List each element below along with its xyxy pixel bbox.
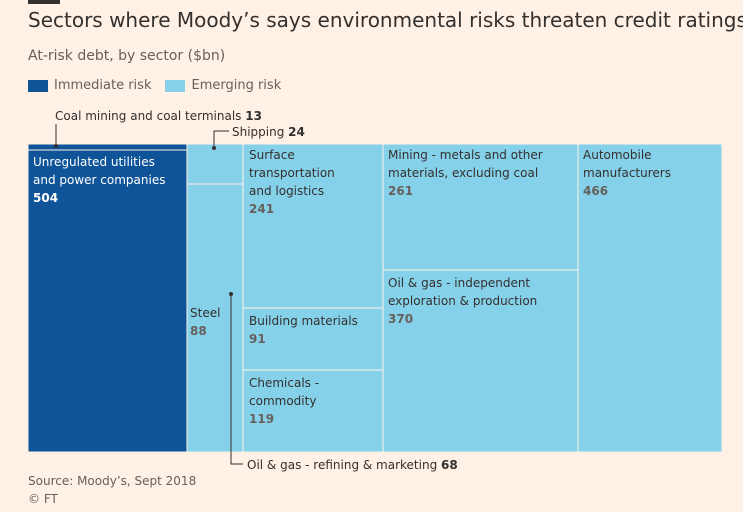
tile-label-mining: Mining - metals and other [388,148,543,162]
tile-value-mining: 261 [388,184,413,198]
tile-label-auto: Automobile [583,148,652,162]
legend: Immediate risk Emerging risk [28,78,295,93]
tile-label-chemicals: commodity [249,394,316,408]
annotation-shipping: Shipping 24 [232,125,305,139]
copyright-text: © FT [28,492,58,506]
tile-label-auto: manufacturers [583,166,671,180]
source-text: Source: Moody’s, Sept 2018 [28,474,197,488]
tile-utilities [27,149,188,453]
chart-title: Sectors where Moody’s says environmental… [28,8,743,32]
tile-label-chemicals: Chemicals - [249,376,319,390]
tile-label-surface: Surface [249,148,295,162]
tile-label-surface: and logistics [249,184,324,198]
annotation-value-coal: 13 [245,109,262,123]
tile-label-oilgas: Oil & gas - independent [388,276,530,290]
tile-value-utilities: 504 [33,191,58,205]
tile-auto [577,143,723,453]
tile-mining [382,143,579,271]
source-note: Source: Moody’s, Sept 2018 © FT [28,472,196,508]
legend-swatch-immediate [28,79,48,92]
annotation-coal: Coal mining and coal terminals 13 [55,109,262,123]
tile-label-oilgas: exploration & production [388,294,537,308]
tile-value-oilgas: 370 [388,312,413,326]
leader-dot-coal [54,144,58,148]
tile-value-steel: 88 [190,324,207,338]
legend-label-immediate: Immediate risk [54,78,152,93]
tile-label-utilities: Unregulated utilities [33,155,155,169]
tile-label-steel: Steel [190,306,220,320]
annotation-value-shipping: 24 [288,125,305,139]
legend-label-emerging: Emerging risk [191,78,282,93]
legend-swatch-emerging [165,79,186,92]
legend-item-immediate: Immediate risk [28,78,151,93]
chart-subtitle: At-risk debt, by sector ($bn) [28,48,226,64]
legend-item-emerging: Emerging risk [165,78,281,93]
tile-value-chemicals: 119 [249,412,274,426]
leader-shipping [213,130,229,148]
tile-label-building: Building materials [249,314,358,328]
leader-dot-shipping [212,146,216,150]
tile-chemicals [242,369,384,453]
annotation-value-refining: 68 [441,458,458,472]
leader-dot-refining [229,292,233,296]
tile-oilgas [382,269,579,453]
brand-bar [28,0,60,4]
leader-refining [230,294,243,465]
annotation-refining: Oil & gas - refining & marketing 68 [247,458,458,472]
tile-coal [27,143,188,151]
tile-value-auto: 466 [583,184,608,198]
tile-shipping [186,143,244,185]
tile-label-surface: transportation [249,166,335,180]
tile-label-mining: materials, excluding coal [388,166,538,180]
tile-value-surface: 241 [249,202,274,216]
tile-label-utilities: and power companies [33,173,165,187]
tile-value-building: 91 [249,332,266,346]
tile-steel [186,183,244,453]
